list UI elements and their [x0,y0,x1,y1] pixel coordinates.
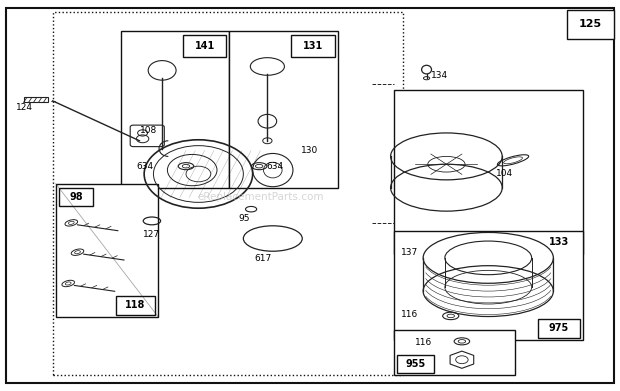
FancyBboxPatch shape [121,31,229,188]
FancyBboxPatch shape [397,355,434,373]
FancyBboxPatch shape [56,184,158,317]
Text: 108: 108 [140,126,157,136]
Bar [24,97,48,102]
FancyBboxPatch shape [53,12,403,375]
FancyBboxPatch shape [538,233,580,252]
Text: 130: 130 [301,146,318,155]
Text: 634: 634 [267,161,284,171]
Text: 118: 118 [125,300,146,310]
Text: 634: 634 [136,161,154,171]
Text: 133: 133 [549,237,569,248]
Text: 975: 975 [549,323,569,334]
Text: 617: 617 [254,253,272,263]
Text: 131: 131 [303,41,323,51]
FancyBboxPatch shape [291,35,335,57]
Text: 95: 95 [239,214,250,224]
Text: 98: 98 [69,192,82,202]
Text: 137: 137 [401,248,418,257]
FancyBboxPatch shape [229,31,338,188]
FancyBboxPatch shape [394,231,583,340]
Text: 104: 104 [496,169,513,179]
FancyBboxPatch shape [567,10,614,39]
Text: 116: 116 [415,337,433,347]
Text: 134: 134 [431,70,448,80]
Text: 124: 124 [16,103,32,112]
FancyBboxPatch shape [183,35,226,57]
Text: 141: 141 [195,41,215,51]
Text: 127: 127 [143,230,160,239]
Text: 116: 116 [401,310,418,319]
FancyBboxPatch shape [6,8,614,383]
FancyBboxPatch shape [394,330,515,375]
FancyBboxPatch shape [538,319,580,338]
Text: eReplacementParts.com: eReplacementParts.com [197,192,324,203]
Text: 125: 125 [579,20,602,29]
FancyBboxPatch shape [116,296,155,315]
Text: 955: 955 [405,359,425,369]
FancyBboxPatch shape [394,90,583,254]
FancyBboxPatch shape [59,188,93,206]
